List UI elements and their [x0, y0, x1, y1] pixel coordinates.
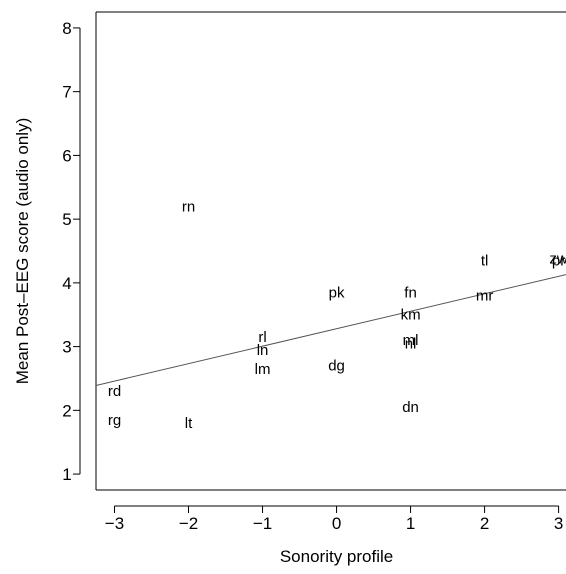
- point-label-dg: dg: [328, 358, 345, 375]
- point-label-dn: dn: [402, 399, 419, 416]
- point-label-lm: lm: [255, 361, 271, 378]
- point-label-zw: zw: [549, 251, 566, 268]
- y-axis-title: Mean Post–EEG score (audio only): [13, 118, 32, 384]
- y-tick-label: 3: [62, 338, 71, 357]
- y-tick-label: 4: [62, 274, 71, 293]
- x-tick-label: 0: [332, 514, 341, 533]
- point-label-nl: nl: [405, 335, 417, 352]
- x-tick-label: −2: [179, 514, 198, 533]
- point-label-mr: mr: [476, 288, 494, 305]
- y-tick-label: 8: [62, 19, 71, 38]
- x-axis: −3 −2 −1 0 1 2 3: [105, 505, 563, 533]
- point-label-rn: rn: [182, 198, 195, 215]
- x-axis-title: Sonority profile: [280, 547, 393, 566]
- y-axis: 1 2 3 4 5 6 7 8: [62, 19, 81, 484]
- y-tick-label: 5: [62, 210, 71, 229]
- point-label-fn: fn: [404, 284, 417, 301]
- y-tick-label: 7: [62, 83, 71, 102]
- regression-line: [95, 274, 566, 386]
- point-label-km: km: [401, 307, 421, 324]
- x-tick-label: 2: [480, 514, 489, 533]
- point-label-ml: ml: [403, 332, 419, 349]
- x-tick-label: 1: [406, 514, 415, 533]
- y-tick-label: 1: [62, 465, 71, 484]
- x-tick-label: 3: [554, 514, 563, 533]
- y-tick-label: 6: [62, 146, 71, 165]
- x-tick-label: −1: [253, 514, 272, 533]
- point-label-rg: rg: [108, 412, 121, 429]
- point-label-rd: rd: [108, 383, 121, 400]
- point-label-pr: pr: [552, 253, 565, 270]
- point-label-ln: ln: [257, 342, 269, 359]
- point-label-tl: tl: [481, 253, 489, 270]
- point-label-pk: pk: [329, 284, 345, 301]
- y-tick-label: 2: [62, 401, 71, 420]
- point-label-lt: lt: [185, 415, 193, 432]
- x-tick-label: −3: [105, 514, 124, 533]
- point-label-rl: rl: [258, 329, 266, 346]
